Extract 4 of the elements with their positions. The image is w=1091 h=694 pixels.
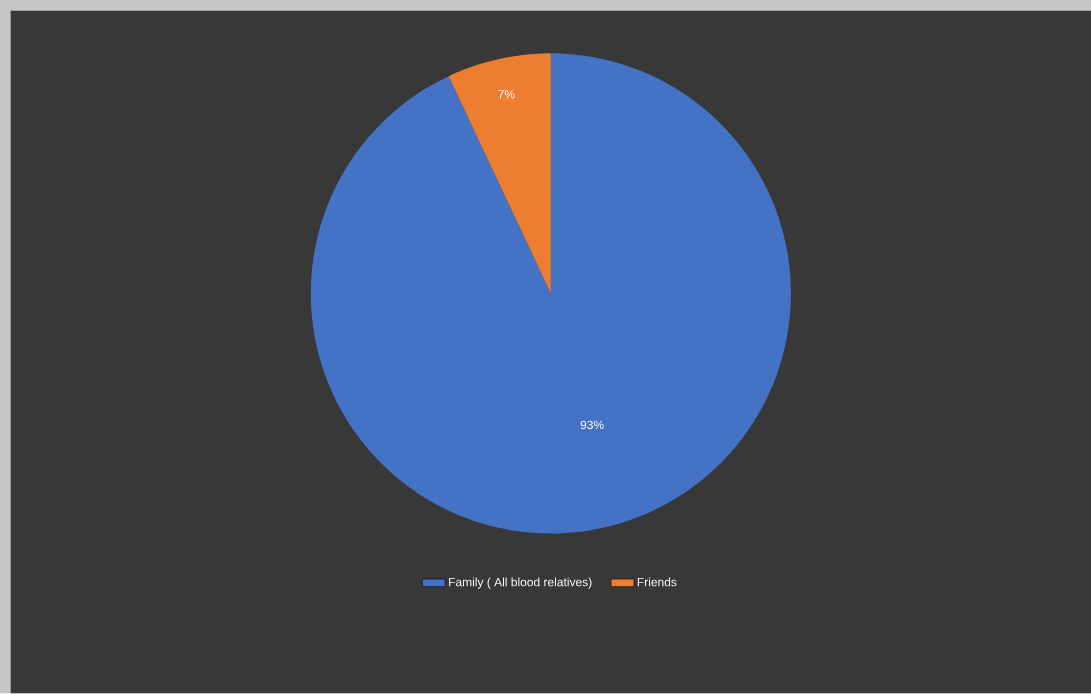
legend-label: Family ( All blood relatives) [449, 577, 592, 589]
data-label: 7% [498, 90, 515, 99]
data-label: 93% [580, 420, 604, 430]
legend-label: Friends [637, 577, 677, 587]
